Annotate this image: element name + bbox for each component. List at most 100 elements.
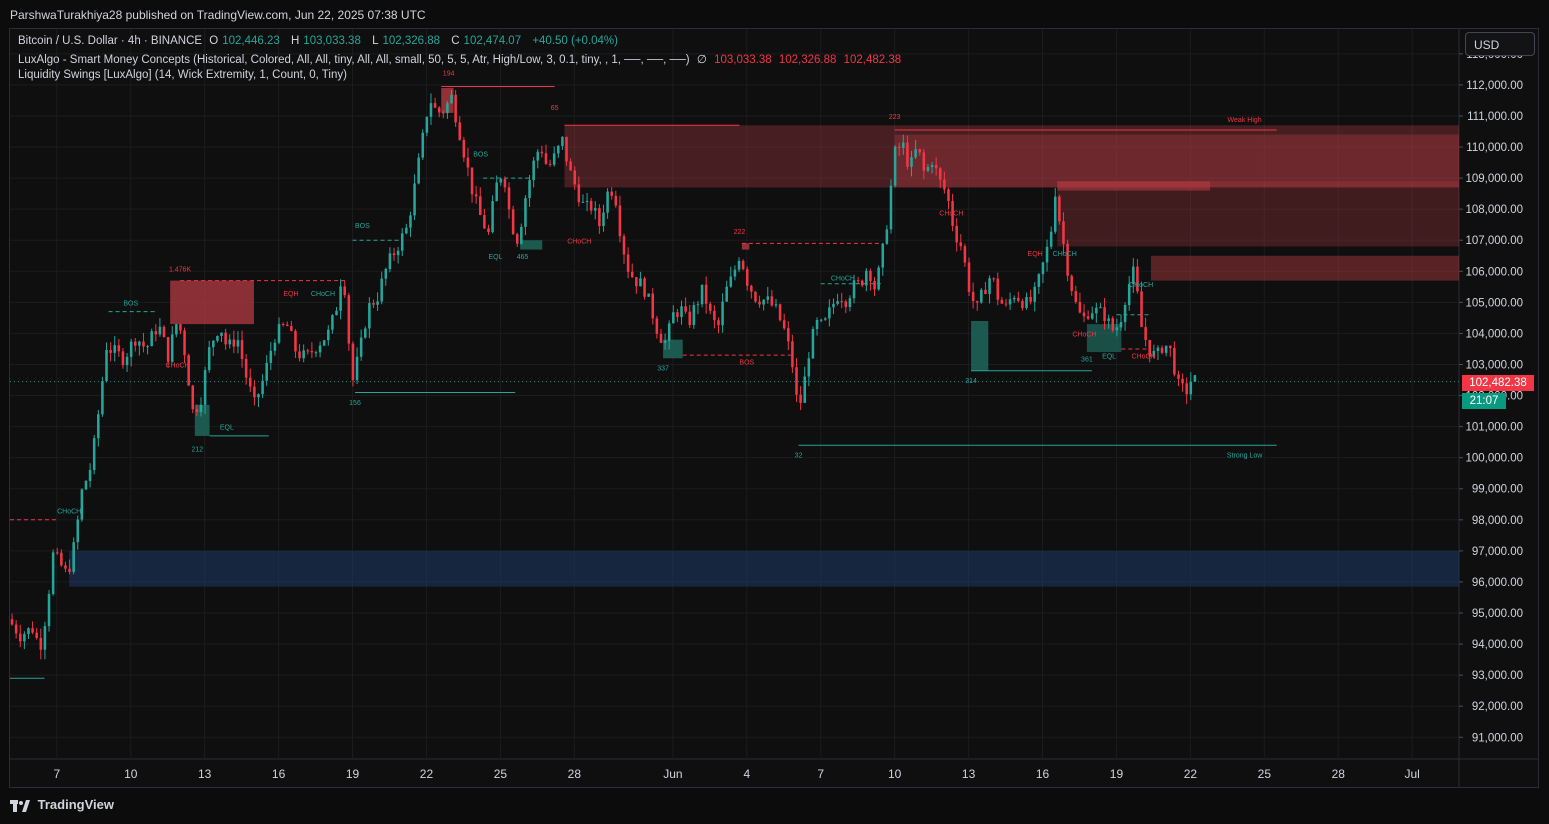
chart-annotation: CHoCH — [1072, 332, 1096, 339]
candle-body — [10, 619, 14, 625]
legend-row-liquidity: Liquidity Swings [LuxAlgo] (14, Wick Ext… — [18, 69, 351, 81]
candle-body — [281, 323, 285, 325]
x-tick-label: 13 — [198, 767, 212, 781]
candle-body — [865, 270, 868, 286]
y-tick-label: 109,000.00 — [1465, 173, 1523, 185]
candle-body — [495, 182, 498, 202]
indicator-liquidity-label[interactable]: Liquidity Swings [LuxAlgo] (14, Wick Ext… — [18, 69, 347, 81]
candle-body — [1033, 286, 1037, 302]
candle-body — [327, 329, 330, 341]
candle-body — [844, 301, 848, 307]
symbol-label[interactable]: Bitcoin / U.S. Dollar · 4h · BINANCE — [18, 35, 203, 47]
candle-body — [606, 191, 609, 213]
y-tick-label: 95,000.00 — [1472, 608, 1523, 620]
candle-body — [906, 142, 909, 167]
candle-body — [893, 146, 897, 186]
candle-body — [598, 208, 601, 227]
candle-body — [803, 376, 807, 403]
candle-body — [351, 343, 355, 381]
candle-body — [462, 139, 466, 158]
tradingview-logo-icon — [10, 799, 30, 812]
candle-body — [922, 152, 926, 171]
candle-body — [934, 165, 938, 169]
candle-body — [1004, 303, 1008, 305]
candle-body — [261, 380, 264, 395]
chart-annotation: BOS — [473, 151, 488, 158]
chart-annotation: BOS — [739, 359, 754, 366]
candle-body — [881, 243, 885, 268]
last-price-tag: 102,482.38 — [1462, 375, 1534, 391]
candle-body — [474, 194, 478, 197]
candle-body — [725, 286, 728, 302]
candle-body — [314, 352, 318, 354]
candle-body — [166, 337, 170, 362]
candle-body — [758, 301, 761, 305]
candle-body — [236, 340, 240, 347]
candle-body — [1012, 297, 1016, 300]
candle-body — [31, 628, 34, 633]
candle-body — [869, 270, 872, 282]
currency-button[interactable]: USD — [1465, 32, 1535, 56]
chart-annotation: 32 — [795, 453, 803, 460]
candle-body — [1168, 345, 1172, 348]
candle-body — [158, 326, 162, 335]
candle-body — [848, 298, 852, 307]
zone-supply — [1057, 181, 1459, 247]
chart-annotation: EQL — [1102, 353, 1116, 360]
candle-body — [860, 280, 864, 286]
zone-supply — [1057, 181, 1211, 191]
candle-body — [910, 157, 913, 167]
candle-body — [610, 191, 613, 196]
candle-body — [339, 286, 342, 311]
candle-body — [446, 103, 449, 114]
x-tick-label: Jun — [663, 767, 682, 781]
candle-body — [540, 151, 544, 154]
candle-body — [355, 356, 359, 381]
candle-body — [672, 312, 675, 324]
open-value: 102,446.23 — [222, 35, 280, 47]
chart-annotation: EQH — [1028, 251, 1043, 258]
chart-annotation: 65 — [551, 105, 559, 112]
candle-body — [433, 103, 437, 108]
indicator-smc-null: ∅ — [696, 54, 707, 66]
candle-body — [302, 350, 305, 359]
candle-body — [696, 304, 700, 306]
candle-body — [220, 332, 223, 337]
chart-annotation: EQL — [220, 425, 234, 432]
candle-body — [105, 349, 108, 382]
candle-body — [770, 296, 774, 306]
chart-annotation: 212 — [191, 446, 203, 453]
candle-body — [1115, 327, 1119, 331]
candle-body — [224, 332, 227, 345]
candle-body — [133, 341, 137, 346]
indicator-smc-label[interactable]: LuxAlgo - Smart Money Concepts (Historic… — [18, 54, 690, 66]
candle-body — [269, 350, 273, 363]
candle-body — [1177, 374, 1180, 379]
zone-supply — [441, 88, 454, 113]
chart-annotation: CHoCH — [939, 210, 963, 217]
chart-annotation: CHoCH — [166, 363, 190, 370]
x-tick-label: 22 — [1184, 767, 1198, 781]
change-value: +40.50 (+0.04%) — [532, 35, 618, 47]
candle-body — [1127, 284, 1131, 306]
candle-body — [897, 146, 901, 148]
candle-body — [573, 170, 577, 185]
candle-body — [483, 214, 486, 229]
candle-body — [470, 167, 474, 195]
price-chart[interactable]: 91,000.00 92,000.00 93,000.00 94,000.00 95,0… — [9, 28, 1539, 788]
zone-demand — [971, 321, 989, 371]
zone-demand — [194, 404, 210, 436]
y-tick-label: 106,000.00 — [1465, 266, 1523, 278]
candle-body — [1136, 266, 1139, 292]
candle-body — [310, 351, 314, 353]
candle-body — [306, 350, 310, 352]
candle-body — [791, 341, 794, 368]
candle-body — [409, 215, 412, 228]
candle-body — [125, 356, 129, 366]
chart-annotation: 194 — [443, 71, 455, 78]
candle-body — [955, 225, 958, 243]
open-label: O — [209, 35, 219, 47]
low-label: L — [372, 35, 379, 47]
candle-body — [832, 303, 835, 308]
candle-body — [1185, 383, 1188, 395]
